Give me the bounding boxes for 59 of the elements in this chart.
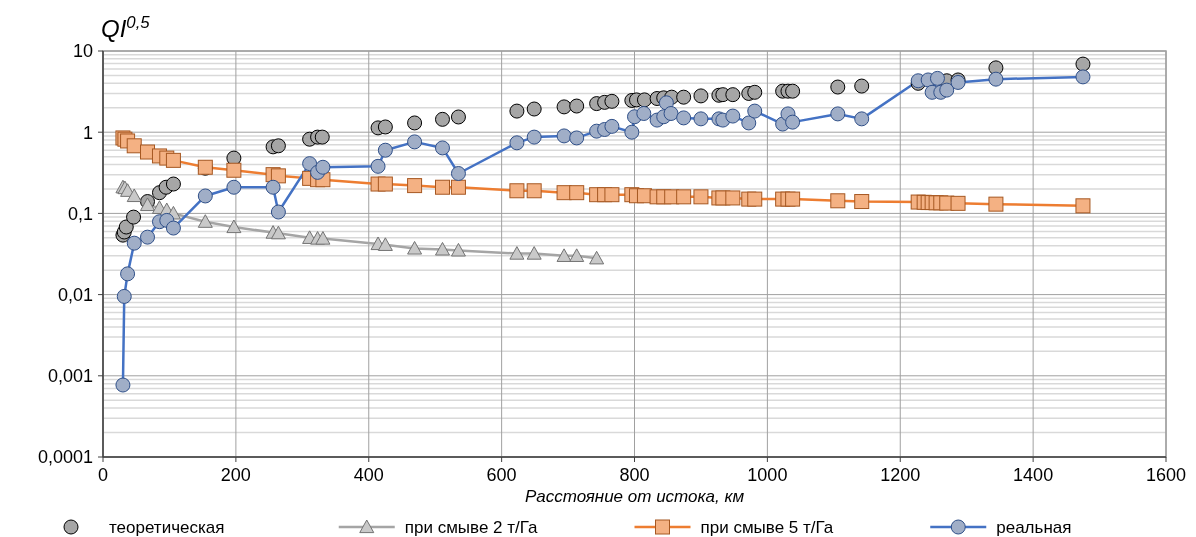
point — [854, 78, 870, 94]
x-tick-label: 1600 — [1145, 465, 1187, 485]
x-tick-label: 400 — [353, 465, 384, 485]
point — [435, 241, 450, 256]
legend-label: теоретическая — [109, 517, 225, 537]
y-axis-title: QI$^{0,5}$ — [101, 12, 151, 42]
legend-label: реальная — [996, 517, 1072, 537]
point — [407, 240, 423, 255]
point — [314, 129, 330, 145]
point — [377, 237, 393, 251]
point — [526, 101, 542, 117]
point — [526, 246, 542, 260]
point — [604, 93, 620, 109]
point — [450, 109, 466, 125]
point — [226, 150, 242, 166]
y-tick-label: 1 — [82, 122, 93, 143]
point — [407, 115, 423, 131]
point — [377, 119, 393, 135]
y-tick-label: 0,0001 — [37, 447, 93, 468]
point — [126, 188, 142, 203]
point — [435, 111, 450, 127]
point — [569, 98, 585, 114]
point — [725, 87, 741, 103]
x-tick-label: 200 — [220, 465, 251, 485]
x-tick-label: 0 — [97, 465, 109, 485]
x-axis-title: Расстояние от истока, км — [524, 487, 745, 506]
y-tick-label: 10 — [72, 41, 93, 62]
point — [165, 176, 181, 192]
point — [636, 92, 652, 108]
point — [270, 138, 286, 154]
legend-label: при смыве 5 т/Га — [700, 517, 834, 537]
x-tick-label: 600 — [486, 465, 517, 485]
point — [197, 214, 213, 228]
point — [569, 248, 585, 262]
point — [270, 225, 286, 240]
point — [118, 219, 134, 235]
y-tick-label: 0,1 — [67, 203, 93, 224]
point — [1075, 56, 1091, 72]
legend-label: при смыве 2 т/Га — [404, 517, 538, 537]
point — [676, 89, 692, 105]
point — [747, 84, 763, 100]
point — [450, 242, 466, 257]
point — [556, 248, 572, 262]
x-tick-label: 1200 — [880, 465, 921, 485]
x-tick-label: 1400 — [1013, 465, 1054, 485]
x-tick-label: 800 — [619, 465, 650, 485]
point — [509, 103, 525, 119]
point — [315, 231, 331, 245]
y-tick-label: 0,001 — [47, 366, 93, 387]
point — [785, 83, 801, 99]
point — [226, 219, 242, 234]
point — [126, 209, 142, 225]
point — [830, 79, 846, 95]
y-tick-label: 0,01 — [57, 284, 93, 305]
point — [589, 250, 605, 265]
point — [509, 246, 525, 260]
point — [556, 99, 572, 115]
x-tick-label: 1000 — [747, 465, 788, 485]
point — [693, 88, 709, 104]
